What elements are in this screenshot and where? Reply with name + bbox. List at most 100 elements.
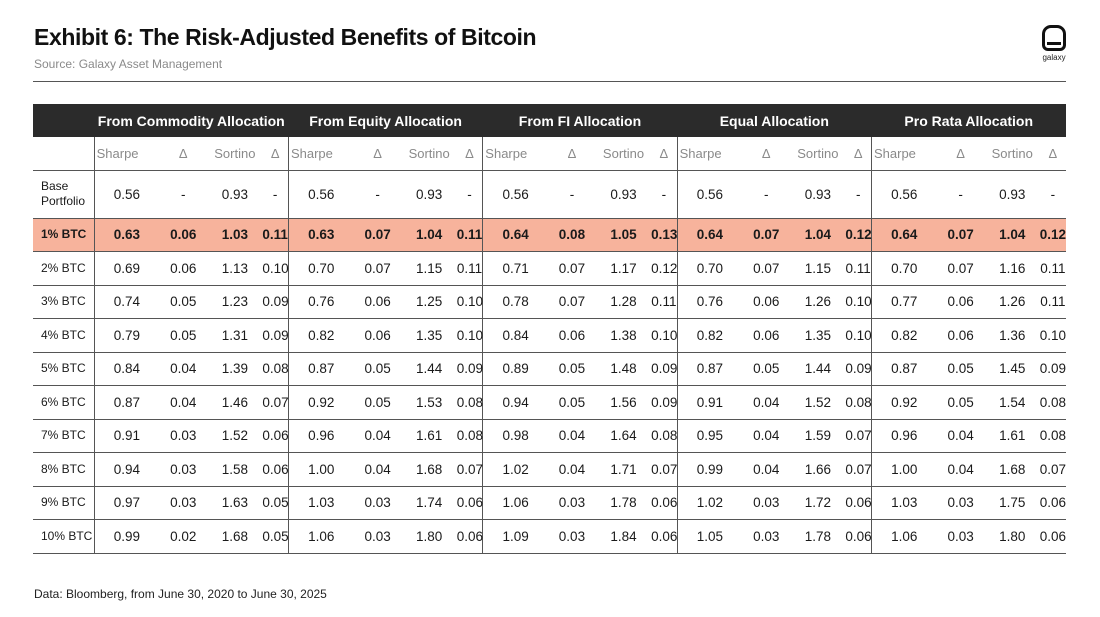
table-cell: - [845,170,872,219]
table-cell: 0.08 [845,385,872,420]
table-cell: 0.11 [456,218,483,252]
table-cell: 1.15 [790,251,846,286]
table-cell: 0.07 [353,251,402,286]
table-cell: 0.64 [482,218,548,252]
table-cell: 0.03 [159,452,208,487]
table-cell: 1.00 [287,452,354,487]
table-cell: 0.07 [353,218,402,252]
table-cell: 0.11 [1039,251,1066,286]
table-cell: 0.06 [456,486,483,520]
table-row: 5% BTC 0.84 0.04 1.39 0.08 0.87 0.05 1.44 0.09 0.… [33,352,1066,386]
table-cell: 0.56 [287,170,354,219]
table-cell: 0.07 [651,452,677,487]
table-cell: 0.09 [651,352,677,386]
table-cell: 1.56 [595,385,652,420]
table-cell: 0.82 [870,318,937,353]
table-cell: 0.03 [353,519,402,554]
table-cell: - [353,170,402,219]
table-cell: 1.39 [207,352,263,386]
table-cell: - [262,170,289,219]
page-header: Exhibit 6: The Risk-Adjusted Benefits of… [34,24,537,71]
table-cell: 0.10 [651,318,677,353]
table-cell: 1.17 [595,251,652,286]
table-cell: 0.07 [262,385,289,420]
table-cell: 0.87 [870,352,937,386]
table-cell: 0.04 [742,419,791,453]
table-cell: 1.80 [401,519,457,554]
table-cell: 0.08 [456,385,483,420]
table-cell: 0.07 [547,285,596,319]
table-cell: 0.70 [676,251,743,286]
table-cell: 0.84 [482,318,548,353]
sharpe-subheader: Sharpe [676,137,743,171]
table-cell: 0.07 [936,218,985,252]
table-cell: 1.06 [287,519,354,554]
table-cell: 1.31 [207,318,263,353]
table-cell: 1.06 [870,519,937,554]
table-cell: 0.07 [845,419,872,453]
header-divider [33,81,1066,82]
table-cell: 1.64 [595,419,652,453]
table-cell: 0.92 [870,385,937,420]
table-cell: 0.82 [287,318,354,353]
sharpe-subheader: Sharpe [482,137,548,171]
table-cell: - [1039,170,1066,219]
table-cell: 0.09 [456,352,483,386]
table-row: 6% BTC 0.87 0.04 1.46 0.07 0.92 0.05 1.53 0.08 0.… [33,385,1066,420]
table-cell: 0.93 [790,170,846,219]
table-cell: 0.04 [353,419,402,453]
table-cell: 0.69 [93,251,160,286]
table-cell: - [936,170,985,219]
table-cell: 1.26 [984,285,1040,319]
table-cell: 0.96 [287,419,354,453]
table-cell: 0.78 [482,285,548,319]
table-cell: 0.11 [651,285,678,319]
table-cell: 0.94 [93,452,160,487]
table-row: 7% BTC 0.91 0.03 1.52 0.06 0.96 0.04 1.61 0.08 0.… [33,419,1066,453]
sortino-subheader: Sortino [401,137,457,171]
table-cell: 0.05 [262,486,289,520]
table-cell: 0.12 [651,251,677,286]
table-cell: - [651,170,678,219]
table-cell: 0.89 [482,352,548,386]
delta-subheader: Δ [547,137,596,171]
table-cell: 0.56 [482,170,548,219]
table-cell: 0.04 [159,352,208,386]
table-cell: 0.10 [845,285,872,319]
sortino-subheader: Sortino [790,137,846,171]
table-cell: 0.04 [547,452,596,487]
table-cell: 0.71 [482,251,548,286]
table-cell: 0.79 [93,318,160,353]
table-cell: 0.06 [936,285,985,319]
table-cell: 0.07 [547,251,596,286]
table-cell: 1.78 [790,519,846,554]
table-row: Base Portfolio 0.56-0.93-0.56-0.93-0.56-0… [33,170,1066,219]
table-cell: 1.44 [401,352,457,386]
table-cell: 0.07 [845,452,872,487]
table-cell: 0.93 [207,170,263,219]
table-cell: 0.11 [262,218,289,252]
table-cell: 1.59 [790,419,846,453]
sortino-subheader: Sortino [207,137,263,171]
table-cell: 1.23 [207,285,263,319]
delta-subheader: Δ [159,137,208,171]
table-cell: 0.06 [159,218,208,252]
table-cell: 0.87 [676,352,743,386]
delta-subheader: Δ [456,137,483,171]
footnote: Data: Bloomberg, from June 30, 2020 to J… [34,587,327,601]
table-cell: 0.05 [547,352,596,386]
table-cell: 0.10 [1039,318,1066,353]
table-cell: 0.56 [93,170,160,219]
table-cell: - [159,170,208,219]
delta-subheader: Δ [353,137,402,171]
galaxy-logo: galaxy [1040,25,1068,62]
table-cell: 0.09 [651,385,677,420]
sortino-subheader: Sortino [595,137,652,171]
logo-text: galaxy [1042,53,1066,62]
table-cell: 0.03 [936,519,985,554]
table-cell: 0.04 [742,385,791,420]
row-label: 7% BTC [33,419,95,453]
table-cell: 0.91 [676,385,743,420]
table-cell: 1.04 [401,218,457,252]
delta-subheader: Δ [651,137,678,171]
